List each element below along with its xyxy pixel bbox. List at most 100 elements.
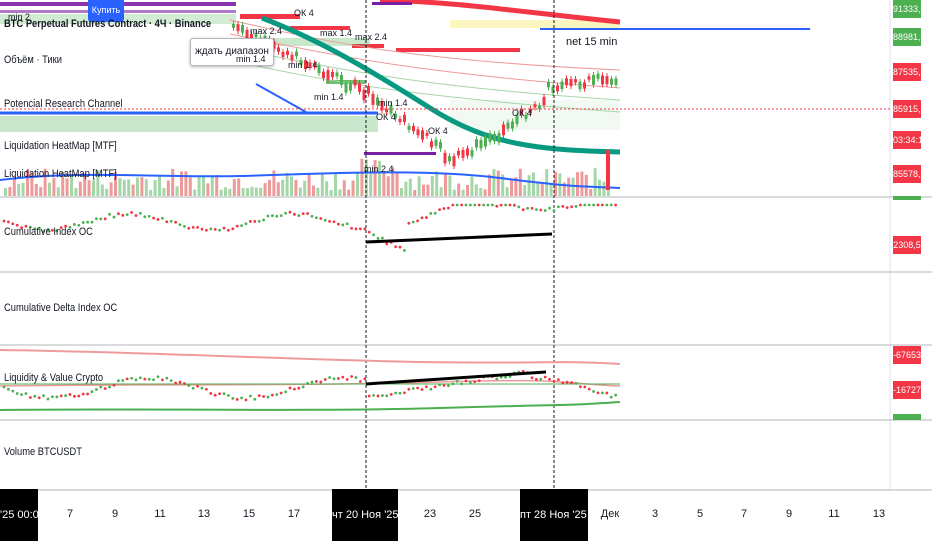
volume-bar [193,189,197,196]
liquidity-dot [539,377,543,381]
time-label: 9 [111,508,119,520]
volume-bar [514,177,518,196]
volume-bar [307,172,311,196]
indicator-research-channel[interactable]: Potencial Research Channel [4,98,123,110]
candle-body [421,130,424,140]
countdown-tag[interactable]: 03:34:14 [893,131,921,149]
liquidity-dot [301,385,305,389]
price-tag[interactable]: 85578,2 [893,165,921,183]
candle-body [511,121,514,129]
volume-bar [43,168,47,196]
index-dot [143,215,147,219]
volume-bar [48,182,51,196]
index-dot [213,227,217,231]
volume-bar [606,150,610,190]
cumulative-index-label[interactable]: Cumulative Index OC [4,226,93,238]
volume-bar [444,173,447,196]
volume-bar [532,172,535,196]
liquidity-dot [297,386,301,390]
volume-bar [312,185,315,196]
volume-bar [215,175,219,196]
index-dot [147,214,151,218]
min-label: min 1.4 [288,60,318,70]
candle-body [434,139,438,146]
candle-body [322,71,325,79]
liquidity-dot [46,397,50,401]
volume-bar [171,168,175,196]
liquidity-dot [499,375,503,379]
liquidity-dot [103,387,107,390]
liquidity-dot [469,380,472,384]
liquidity-dot [275,393,279,396]
liquidity-dot [359,380,362,383]
liquidity-dot [6,387,10,391]
trend-line [365,232,553,244]
index-dot [363,227,367,231]
liquidity-label[interactable]: Liquidity & Value Crypto [4,372,104,384]
volume-bar [298,187,302,196]
volume-bar [8,187,12,196]
candle-body [304,60,307,70]
price-tag[interactable]: 91333,4 [893,0,921,18]
liquidity-dot [112,383,116,387]
volume-bar [131,184,135,196]
index-dot [438,208,441,212]
indicator-liq-heatmap-1[interactable]: Liquidation HeatMap [MTF] [4,140,117,152]
index-value-tag[interactable]: 2308,5 [893,236,921,254]
index-dot [37,226,41,230]
volume-bar [78,181,82,196]
volume-bar [136,177,139,196]
candle-body [358,83,361,92]
index-dot [231,227,235,231]
price-tag[interactable]: 85915,1 [893,100,921,118]
time-axis-highlight[interactable]: '25 00:00 [0,489,38,541]
price-tag[interactable]: 88981,3 [893,28,921,46]
symbol-title[interactable]: BTC Perpetual Futures Contract · 4Ч · Bi… [4,18,212,30]
liquidity-dot [420,388,424,391]
volume-bar [452,189,456,196]
liquidity-dot [108,385,111,389]
buy-badge[interactable]: Купить [88,0,124,22]
time-axis-highlight[interactable]: чт 20 Ноя '25 04:00 [332,489,398,541]
price-tag[interactable]: 87535,6 [893,63,921,81]
candle-body [439,142,442,149]
liquidity-dot [240,396,244,400]
liquidity-dot [227,394,230,397]
cumulative-delta-label[interactable]: Cumulative Delta Index OC [4,302,118,314]
liquidity-dot [139,376,142,380]
candle-body [385,108,388,113]
index-dot [77,223,81,227]
index-dot [42,229,45,233]
index-dot [178,223,182,227]
index-dot [420,216,424,220]
liquidity-dot [464,379,468,383]
volume-bar [527,175,531,196]
time-axis-highlight[interactable]: пт 28 Ноя '25 12:00 [520,489,588,541]
volume-bar [184,171,188,196]
liquidity-dot [521,369,525,373]
indicator-volume-ticks[interactable]: Объём · Тики [4,54,62,66]
volume-pane-label[interactable]: Volume BTCUSDT [4,446,82,458]
index-dot [460,203,463,207]
volume-bar [589,189,593,196]
candle-body [515,115,519,125]
index-dot [108,212,111,216]
index-dot [257,219,261,223]
index-dot [288,210,292,214]
liquidity-value-tag[interactable]: -167272,6 [893,381,921,399]
liquidity-dot [535,377,538,381]
time-label: 7 [66,508,74,520]
indicator-liq-heatmap-2[interactable]: Liquidation HeatMap [MTF] [4,168,117,180]
volume-bar [523,184,527,196]
range-callout[interactable]: ждать диапазон [190,38,274,66]
liquidity-value-tag[interactable]: -67653,1 [893,346,921,364]
volume-bar [96,170,100,196]
candle-body [560,81,564,90]
candle-body [290,54,294,61]
index-dot [200,227,204,231]
liquidity-dot [125,377,129,381]
index-dot [592,203,595,207]
volume-bar [430,176,434,196]
candle-body [484,136,487,147]
